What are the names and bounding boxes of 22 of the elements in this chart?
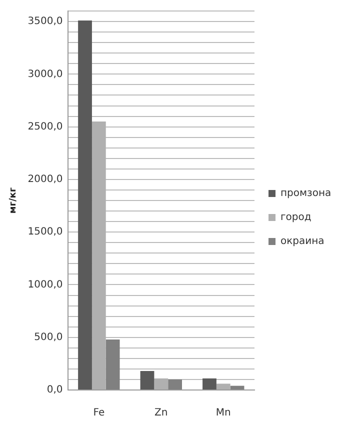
bar (202, 378, 216, 390)
x-tick-label: Mn (216, 408, 231, 419)
y-tick-label: 2500,0 (28, 121, 63, 132)
legend-label: город (280, 212, 312, 224)
bar (168, 379, 182, 390)
x-tick-label: Zn (154, 408, 168, 419)
y-tick-label: 1500,0 (28, 226, 63, 238)
y-tick-label: 500,0 (34, 332, 63, 343)
y-tick-label: 3000,0 (28, 68, 63, 80)
y-tick-label: 2000,0 (28, 174, 63, 186)
y-tick-label: 3500,0 (28, 16, 63, 28)
y-axis-title: мг/кг (8, 187, 19, 214)
bar (106, 339, 120, 390)
y-tick-label: 0,0 (46, 384, 63, 396)
x-tick-label: Fe (93, 408, 105, 419)
y-tick-label: 1000,0 (28, 279, 63, 290)
legend-label: промзона (280, 188, 332, 200)
bar (140, 371, 154, 390)
bar (216, 384, 230, 390)
legend-label: окраина (280, 236, 324, 248)
bar (78, 20, 92, 390)
bar (230, 386, 244, 390)
